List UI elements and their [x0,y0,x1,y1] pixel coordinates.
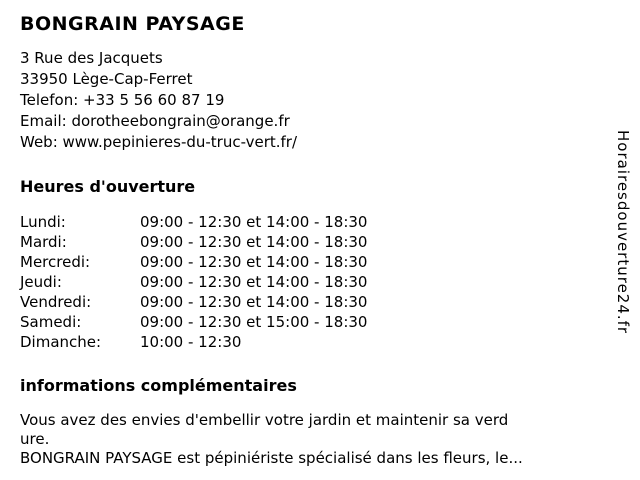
time-value: 09:00 - 12:30 et 15:00 - 18:30 [140,313,368,331]
hours-row-friday: Vendredi: 09:00 - 12:30 et 14:00 - 18:30 [20,292,600,312]
day-label: Mardi: [20,233,67,251]
contact-address-line1: 3 Rue des Jacquets [20,49,163,67]
info-line: ure. [20,430,50,448]
info-line: BONGRAIN PAYSAGE est pépiniériste spécia… [20,449,523,467]
page-title: BONGRAIN PAYSAGE [20,13,245,35]
contact-block: 3 Rue des Jacquets 33950 Lège-Cap-Ferret… [20,48,600,153]
hours-table: Lundi: 09:00 - 12:30 et 14:00 - 18:30 Mar… [20,212,600,352]
day-label: Samedi: [20,313,82,331]
hours-row-wednesday: Mercredi: 09:00 - 12:30 et 14:00 - 18:30 [20,252,600,272]
day-label: Mercredi: [20,253,91,271]
day-label: Jeudi: [20,273,62,291]
hours-row-saturday: Samedi: 09:00 - 12:30 et 15:00 - 18:30 [20,312,600,332]
day-label: Lundi: [20,213,66,231]
hours-row-thursday: Jeudi: 09:00 - 12:30 et 14:00 - 18:30 [20,272,600,292]
contact-phone: Telefon: +33 5 56 60 87 19 [20,91,225,109]
time-value: 09:00 - 12:30 et 14:00 - 18:30 [140,233,368,251]
day-label: Vendredi: [20,293,92,311]
hours-row-sunday: Dimanche: 10:00 - 12:30 [20,332,600,352]
time-value: 10:00 - 12:30 [140,333,242,351]
day-label: Dimanche: [20,333,102,351]
hours-row-tuesday: Mardi: 09:00 - 12:30 et 14:00 - 18:30 [20,232,600,252]
watermark-site-name: Horairesdouverture24.fr [614,130,632,335]
contact-address-line2: 33950 Lège-Cap-Ferret [20,70,193,88]
info-block: Vous avez des envies d'embellir votre ja… [20,411,600,468]
contact-email: Email: dorotheebongrain@orange.fr [20,112,290,130]
info-line: Vous avez des envies d'embellir votre ja… [20,411,509,429]
time-value: 09:00 - 12:30 et 14:00 - 18:30 [140,293,368,311]
hours-row-monday: Lundi: 09:00 - 12:30 et 14:00 - 18:30 [20,212,600,232]
info-heading: informations complémentaires [20,376,297,395]
time-value: 09:00 - 12:30 et 14:00 - 18:30 [140,253,368,271]
contact-web: Web: www.pepinieres-du-truc-vert.fr/ [20,133,298,151]
time-value: 09:00 - 12:30 et 14:00 - 18:30 [140,273,368,291]
main-content: BONGRAIN PAYSAGE 3 Rue des Jacquets 3395… [20,13,600,468]
time-value: 09:00 - 12:30 et 14:00 - 18:30 [140,213,368,231]
hours-heading: Heures d'ouverture [20,177,196,196]
